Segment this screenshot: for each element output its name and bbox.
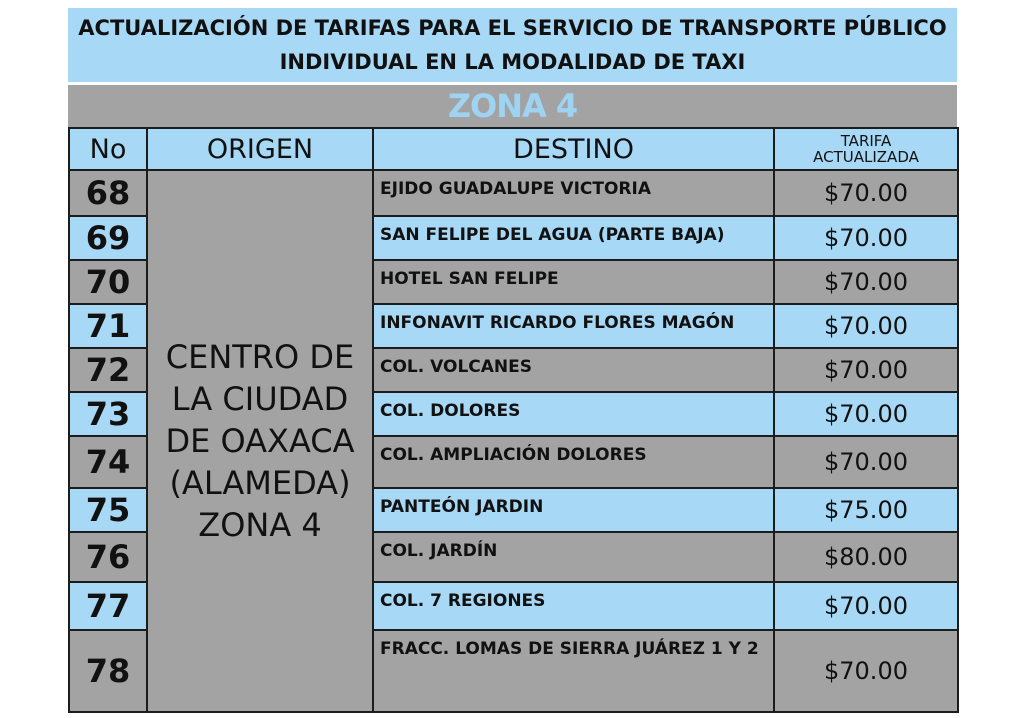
destination-cell: HOTEL SAN FELIPE <box>372 259 775 305</box>
header-tarifa-line-2: ACTUALIZADA <box>813 148 919 166</box>
origin-line: DE OAXACA <box>165 422 355 460</box>
destination-cell: FRACC. LOMAS DE SIERRA JUÁREZ 1 Y 2 <box>372 629 775 713</box>
row-number: 76 <box>68 531 148 583</box>
origin-line: (ALAMEDA) <box>169 464 351 502</box>
row-number: 69 <box>68 215 148 261</box>
zone-banner: ZONA 4 <box>68 85 957 127</box>
row-number: 70 <box>68 259 148 305</box>
destination-cell: COL. DOLORES <box>372 391 775 437</box>
fare-cell: $75.00 <box>773 487 959 533</box>
origin-line: LA CIUDAD <box>171 380 349 418</box>
fare-cell: $70.00 <box>773 169 959 217</box>
fare-cell: $70.00 <box>773 629 959 713</box>
destination-cell: SAN FELIPE DEL AGUA (PARTE BAJA) <box>372 215 775 261</box>
destination-cell: EJIDO GUADALUPE VICTORIA <box>372 169 775 217</box>
table-row: 78 FRACC. LOMAS DE SIERRA JUÁREZ 1 Y 2 $70… <box>68 629 959 713</box>
destination-cell: COL. 7 REGIONES <box>372 581 775 631</box>
header-tarifa: TARIFA ACTUALIZADA <box>773 127 959 171</box>
destination-cell: PANTEÓN JARDIN <box>372 487 775 533</box>
zone-label: ZONA 4 <box>447 87 578 125</box>
destination-cell: COL. AMPLIACIÓN DOLORES <box>372 435 775 489</box>
table-row: 70 HOTEL SAN FELIPE $70.00 <box>68 259 959 305</box>
table-row: 69 SAN FELIPE DEL AGUA (PARTE BAJA) $70.00 <box>68 215 959 261</box>
fare-cell: $80.00 <box>773 531 959 583</box>
fare-cell: $70.00 <box>773 435 959 489</box>
table-row: 68 CENTRO DE LA CIUDAD DE OAXACA (ALAMEDA) ZO… <box>68 169 959 713</box>
row-number: 78 <box>68 629 148 713</box>
table-body: 68 CENTRO DE LA CIUDAD DE OAXACA (ALAMEDA) ZO… <box>68 169 959 713</box>
fare-table: No ORIGEN DESTINO TARIFA ACTUALIZADA 68 C… <box>68 127 959 713</box>
header-tarifa-line-1: TARIFA <box>840 132 892 150</box>
destination-cell: COL. VOLCANES <box>372 347 775 393</box>
header-no: No <box>68 127 148 171</box>
fare-cell: $70.00 <box>773 391 959 437</box>
header-destino: DESTINO <box>372 127 775 171</box>
header-origen: ORIGEN <box>146 127 374 171</box>
table-row: 75 PANTEÓN JARDIN $75.00 <box>68 487 959 533</box>
document-title: ACTUALIZACIÓN DE TARIFAS PARA EL SERVICI… <box>68 8 957 82</box>
table-row: 77 COL. 7 REGIONES $70.00 <box>68 581 959 631</box>
destination-cell: COL. JARDÍN <box>372 531 775 583</box>
table-row: 73 COL. DOLORES $70.00 <box>68 391 959 437</box>
fare-cell: $70.00 <box>773 581 959 631</box>
title-line-2: INDIVIDUAL EN LA MODALIDAD DE TAXI <box>279 50 746 74</box>
row-number: 73 <box>68 391 148 437</box>
row-number: 75 <box>68 487 148 533</box>
origin-line: ZONA 4 <box>198 506 322 544</box>
row-number: 68 <box>68 169 148 217</box>
origin-cell: CENTRO DE LA CIUDAD DE OAXACA (ALAMEDA) ZONA… <box>146 169 374 713</box>
title-line-1: ACTUALIZACIÓN DE TARIFAS PARA EL SERVICI… <box>78 16 947 40</box>
fare-cell: $70.00 <box>773 215 959 261</box>
fare-cell: $70.00 <box>773 303 959 349</box>
row-number: 71 <box>68 303 148 349</box>
fare-cell: $70.00 <box>773 347 959 393</box>
table-header-row: No ORIGEN DESTINO TARIFA ACTUALIZADA <box>68 127 959 171</box>
fare-cell: $70.00 <box>773 259 959 305</box>
table-row: 72 COL. VOLCANES $70.00 <box>68 347 959 393</box>
origin-line: CENTRO DE <box>165 338 355 376</box>
table-row: 76 COL. JARDÍN $80.00 <box>68 531 959 583</box>
destination-cell: INFONAVIT RICARDO FLORES MAGÓN <box>372 303 775 349</box>
table-row: 74 COL. AMPLIACIÓN DOLORES $70.00 <box>68 435 959 489</box>
row-number: 74 <box>68 435 148 489</box>
table-row: 71 INFONAVIT RICARDO FLORES MAGÓN $70.00 <box>68 303 959 349</box>
row-number: 72 <box>68 347 148 393</box>
row-number: 77 <box>68 581 148 631</box>
